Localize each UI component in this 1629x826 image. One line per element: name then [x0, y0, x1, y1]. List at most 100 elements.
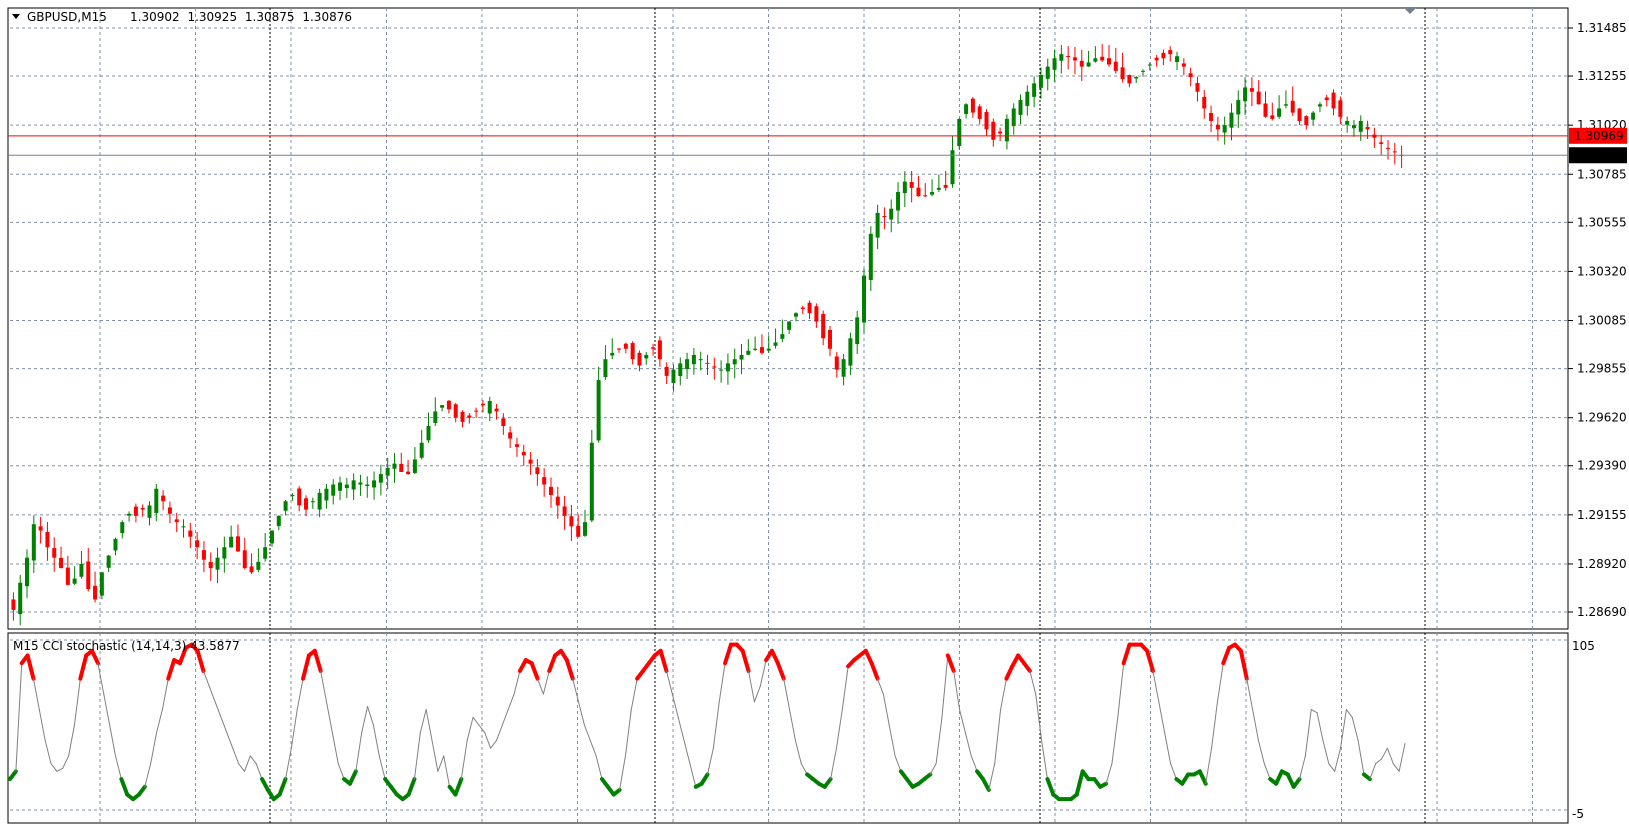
candle-body [392, 463, 397, 469]
indicator-segment [822, 777, 833, 789]
indicator-segment [1398, 743, 1406, 772]
candle-body [603, 359, 608, 378]
main-chart-pane[interactable] [7, 7, 1569, 630]
candle-body [1236, 100, 1241, 115]
indicator-segment [453, 777, 464, 797]
candle-body [916, 187, 921, 197]
candle-body [11, 599, 16, 610]
candle-body [113, 538, 118, 551]
candle-body [977, 106, 982, 119]
candle-body [868, 233, 873, 281]
indicator-segment [1205, 747, 1213, 785]
candle-body [181, 526, 186, 528]
indicator-segment [484, 732, 492, 749]
candle-body [1283, 104, 1288, 106]
indicator-segment [8, 769, 18, 782]
candle-body [1181, 63, 1186, 67]
indicator-segment [437, 755, 445, 772]
indicator-segment [589, 739, 597, 757]
indicator-segment [290, 709, 298, 749]
indicator-segment [431, 739, 439, 772]
chart-shift-marker-icon[interactable] [1404, 8, 1416, 14]
indicator-segment [156, 709, 163, 734]
indicator-segment [529, 661, 540, 681]
candle-body [229, 536, 234, 548]
candle-body [1243, 87, 1248, 102]
ohlc-high: 1.30925 [187, 10, 237, 24]
candle-body [1317, 104, 1322, 107]
indicator-segment [1322, 739, 1330, 765]
ohlc-low: 1.30875 [245, 10, 295, 24]
candle-body [773, 342, 778, 346]
indicator-segment [144, 763, 152, 788]
candle-body [18, 582, 23, 615]
candle-body [38, 526, 43, 531]
candle-body [480, 403, 485, 406]
indicator-segment [1340, 709, 1347, 749]
indicator-segment [1263, 763, 1271, 780]
candle-body [725, 363, 730, 372]
indicator-segment [583, 724, 591, 741]
indicator-segment [109, 724, 117, 757]
indicator-segment [537, 678, 544, 695]
candle-body [1338, 100, 1343, 117]
indicator-segment [542, 670, 550, 695]
indicator-segment [478, 724, 486, 734]
candle-body [419, 442, 424, 458]
indicator-segment [320, 670, 328, 703]
candle-body [1188, 73, 1193, 78]
indicator-segment [1334, 747, 1342, 772]
candle-body [589, 442, 594, 521]
candle-body [1066, 55, 1071, 57]
candle-body [127, 513, 132, 516]
indicator-segment [1145, 648, 1155, 673]
indicator-pane[interactable] [7, 632, 1569, 824]
candle-body [1195, 82, 1200, 92]
candle-body [542, 477, 547, 485]
candle-body [297, 488, 302, 506]
candle-body [793, 313, 798, 317]
indicator-segment [677, 716, 685, 741]
indicator-segment [564, 658, 575, 681]
indicator-segment [513, 670, 521, 695]
indicator-segment [38, 709, 46, 741]
candle-body [827, 329, 832, 349]
candle-body [1229, 112, 1234, 128]
candle-body [1358, 120, 1363, 132]
candle-body [1147, 64, 1152, 66]
candle-body [902, 181, 907, 194]
candle-body [79, 563, 84, 577]
indicator-segment [547, 653, 558, 673]
indicator-segment [195, 648, 206, 673]
candle-body [1249, 88, 1254, 92]
indicator-segment [161, 678, 169, 711]
candle-body [970, 98, 975, 113]
candle-body [657, 340, 662, 360]
candle-body [766, 348, 771, 351]
candle-body [964, 104, 969, 114]
candle-body [310, 501, 315, 503]
candle-body [1154, 57, 1159, 61]
indicator-segment [723, 642, 733, 666]
indicator-segment [249, 755, 257, 765]
price-axis-label: 1.31255 [1577, 69, 1627, 83]
candle-body [338, 482, 343, 491]
chart-menu-triangle-icon[interactable] [12, 14, 20, 19]
candle-body [807, 302, 812, 314]
indicator-segment [941, 654, 949, 718]
candle-body [487, 400, 492, 414]
candle-body [1304, 116, 1309, 126]
candle-body [535, 467, 540, 475]
candle-body [1331, 92, 1336, 109]
candle-body [1045, 66, 1050, 79]
indicator-segment [888, 724, 896, 757]
candle-body [1127, 75, 1132, 84]
indicator-segment [1357, 739, 1365, 775]
indicator-segment [347, 769, 358, 786]
indicator-segment [232, 747, 240, 765]
indicator-segment [220, 716, 228, 734]
candle-body [610, 352, 615, 356]
candle-body [1351, 125, 1356, 129]
indicator-segment [699, 772, 710, 786]
candle-body [433, 411, 438, 423]
